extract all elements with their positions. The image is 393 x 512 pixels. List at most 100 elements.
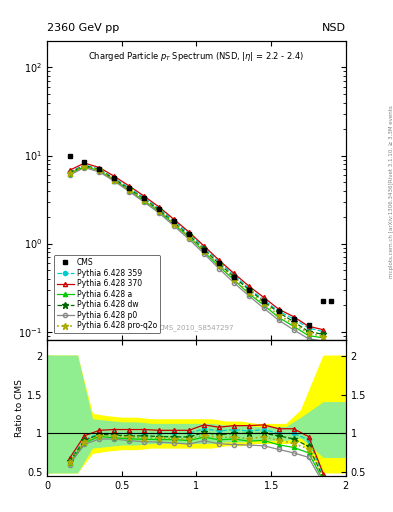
Y-axis label: Ratio to CMS: Ratio to CMS — [15, 379, 24, 437]
CMS — [202, 247, 206, 253]
Pythia 6.428 dw — [112, 176, 117, 182]
Text: 2360 GeV pp: 2360 GeV pp — [47, 23, 119, 33]
CMS — [261, 298, 266, 305]
Pythia 6.428 a — [321, 335, 326, 341]
Pythia 6.428 p0 — [157, 210, 162, 216]
Pythia 6.428 370 — [231, 270, 236, 276]
CMS — [276, 308, 281, 314]
Pythia 6.428 359 — [321, 329, 326, 335]
Text: NSD: NSD — [322, 23, 346, 33]
Pythia 6.428 dw — [217, 261, 221, 267]
Pythia 6.428 a — [127, 187, 132, 194]
Pythia 6.428 dw — [82, 162, 87, 168]
Pythia 6.428 359 — [112, 175, 117, 181]
Pythia 6.428 pro-q2o — [217, 262, 221, 268]
Pythia 6.428 p0 — [306, 336, 311, 342]
Pythia 6.428 a — [97, 168, 102, 174]
CMS — [82, 159, 87, 165]
Pythia 6.428 359 — [142, 195, 147, 201]
Pythia 6.428 p0 — [231, 280, 236, 286]
Pythia 6.428 359 — [202, 245, 206, 251]
Pythia 6.428 p0 — [321, 338, 326, 344]
CMS — [306, 322, 311, 328]
Pythia 6.428 370 — [291, 313, 296, 319]
Pythia 6.428 p0 — [142, 199, 147, 205]
CMS — [246, 287, 251, 293]
Line: Pythia 6.428 pro-q2o: Pythia 6.428 pro-q2o — [66, 163, 327, 339]
Pythia 6.428 370 — [217, 257, 221, 263]
Pythia 6.428 pro-q2o — [306, 330, 311, 336]
Pythia 6.428 p0 — [82, 164, 87, 170]
Pythia 6.428 a — [291, 323, 296, 329]
Pythia 6.428 359 — [231, 272, 236, 278]
Pythia 6.428 pro-q2o — [261, 300, 266, 306]
Pythia 6.428 370 — [97, 164, 102, 170]
Pythia 6.428 p0 — [202, 250, 206, 257]
Pythia 6.428 dw — [172, 220, 176, 226]
Pythia 6.428 370 — [82, 160, 87, 166]
Pythia 6.428 dw — [276, 309, 281, 315]
Pythia 6.428 359 — [261, 296, 266, 303]
Pythia 6.428 p0 — [97, 169, 102, 175]
Pythia 6.428 359 — [127, 185, 132, 191]
Pythia 6.428 dw — [202, 246, 206, 252]
CMS — [187, 230, 191, 237]
Pythia 6.428 370 — [187, 229, 191, 235]
Pythia 6.428 pro-q2o — [291, 321, 296, 327]
CMS — [217, 260, 221, 266]
Pythia 6.428 pro-q2o — [202, 248, 206, 254]
Pythia 6.428 pro-q2o — [142, 197, 147, 203]
Pythia 6.428 pro-q2o — [187, 233, 191, 240]
Pythia 6.428 370 — [172, 217, 176, 223]
Line: Pythia 6.428 p0: Pythia 6.428 p0 — [68, 165, 325, 343]
Text: Rivet 3.1.10, ≥ 3.3M events: Rivet 3.1.10, ≥ 3.3M events — [389, 105, 393, 182]
Pythia 6.428 359 — [172, 218, 176, 224]
Pythia 6.428 dw — [127, 186, 132, 192]
Pythia 6.428 370 — [246, 283, 251, 289]
Pythia 6.428 pro-q2o — [97, 167, 102, 174]
CMS — [112, 175, 117, 181]
Line: Pythia 6.428 359: Pythia 6.428 359 — [68, 163, 325, 334]
Pythia 6.428 a — [67, 170, 72, 177]
Pythia 6.428 a — [112, 178, 117, 184]
Pythia 6.428 a — [217, 263, 221, 269]
Pythia 6.428 dw — [97, 166, 102, 173]
Pythia 6.428 a — [157, 209, 162, 215]
Pythia 6.428 370 — [142, 193, 147, 199]
Pythia 6.428 p0 — [246, 293, 251, 299]
Pythia 6.428 359 — [82, 162, 87, 168]
Pythia 6.428 pro-q2o — [246, 289, 251, 295]
Pythia 6.428 dw — [231, 274, 236, 280]
Pythia 6.428 p0 — [112, 178, 117, 184]
Pythia 6.428 a — [246, 291, 251, 297]
Pythia 6.428 359 — [306, 325, 311, 331]
Pythia 6.428 p0 — [276, 317, 281, 323]
Pythia 6.428 370 — [261, 294, 266, 301]
Pythia 6.428 370 — [276, 306, 281, 312]
Pythia 6.428 pro-q2o — [157, 208, 162, 214]
Line: CMS: CMS — [67, 153, 333, 327]
Pythia 6.428 359 — [67, 169, 72, 175]
Pythia 6.428 pro-q2o — [67, 170, 72, 176]
Pythia 6.428 dw — [246, 287, 251, 293]
Pythia 6.428 359 — [246, 285, 251, 291]
Pythia 6.428 370 — [67, 167, 72, 174]
Pythia 6.428 pro-q2o — [82, 163, 87, 169]
Pythia 6.428 a — [202, 248, 206, 254]
Pythia 6.428 370 — [306, 323, 311, 329]
Pythia 6.428 359 — [187, 230, 191, 237]
Pythia 6.428 359 — [97, 166, 102, 172]
Pythia 6.428 pro-q2o — [321, 333, 326, 339]
Pythia 6.428 370 — [127, 183, 132, 189]
Pythia 6.428 dw — [187, 232, 191, 239]
CMS — [231, 274, 236, 280]
Pythia 6.428 p0 — [261, 305, 266, 311]
Pythia 6.428 dw — [306, 329, 311, 335]
Pythia 6.428 dw — [157, 207, 162, 213]
Pythia 6.428 dw — [321, 331, 326, 337]
Pythia 6.428 p0 — [217, 266, 221, 272]
Pythia 6.428 p0 — [172, 223, 176, 229]
Pythia 6.428 a — [82, 163, 87, 169]
CMS — [329, 298, 333, 305]
Pythia 6.428 a — [187, 234, 191, 240]
